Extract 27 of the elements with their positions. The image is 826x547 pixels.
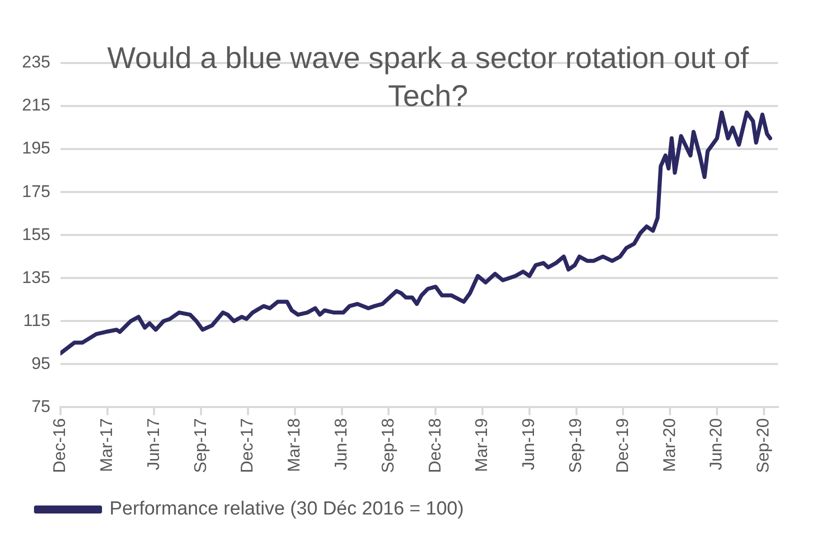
y-tick-label: 155: [22, 224, 50, 244]
y-tick-label: 115: [23, 310, 50, 330]
x-tick-label: Sep-19: [566, 418, 585, 474]
x-tick-label: Jun-19: [519, 418, 538, 470]
x-tick-label: Sep-20: [754, 418, 773, 474]
y-tick-label: 75: [31, 396, 50, 416]
chart-title: Would a blue wave spark a sector rotation out of Tech?: [106, 41, 750, 115]
x-tick-label: Dec-19: [612, 418, 632, 473]
x-tick-label: Sep-17: [190, 418, 210, 474]
x-tick-label: Dec-16: [50, 418, 70, 473]
x-tick-label: Mar-17: [96, 418, 116, 472]
legend-label: Performance relative (30 Déc 2016 = 100): [110, 498, 464, 520]
x-tick-label: Jun-17: [144, 418, 163, 470]
y-tick-label: 215: [22, 96, 50, 115]
x-tick-label: Dec-17: [238, 418, 257, 473]
y-tick-label: 95: [31, 354, 50, 373]
x-tick-label: Mar-20: [660, 418, 679, 472]
x-tick-label: Dec-18: [425, 418, 444, 473]
x-tick-label: Jun-20: [706, 418, 726, 470]
x-tick-label: Mar-19: [472, 418, 492, 472]
y-tick-label: 195: [22, 138, 50, 158]
y-tick-label: 135: [22, 268, 50, 287]
y-tick-label: 235: [22, 52, 50, 72]
x-tick-label: Sep-18: [378, 418, 398, 474]
x-tick-label: Mar-18: [284, 418, 304, 472]
y-tick-label: 175: [22, 182, 50, 201]
x-tick-label: Jun-18: [331, 418, 350, 470]
